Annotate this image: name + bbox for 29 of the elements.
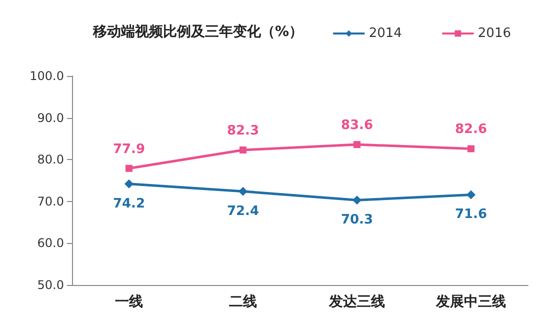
data-label: 74.2 <box>112 196 146 212</box>
data-label: 72.4 <box>226 204 260 219</box>
data-label: 82.3 <box>226 123 260 138</box>
x-tick-label: 发展中三线 <box>435 294 506 310</box>
y-tick-label: 60.0 <box>37 236 64 250</box>
legend-label: 2014 <box>368 26 402 41</box>
data-label: 70.3 <box>340 212 374 228</box>
y-tick-label: 50.0 <box>37 278 64 292</box>
point <box>352 196 362 205</box>
data-label: 82.6 <box>454 122 488 138</box>
point <box>468 145 474 152</box>
point <box>124 179 134 188</box>
chart-title: 移动端视频比例及三年变化（%） <box>92 23 304 40</box>
data-label: 83.6 <box>340 118 374 134</box>
y-tick-label: 90.0 <box>37 110 64 125</box>
y-tick-label: 100.0 <box>30 69 64 83</box>
legend-label: 2016 <box>478 26 512 41</box>
point <box>354 141 360 148</box>
data-label: 71.6 <box>454 207 488 222</box>
data-label: 77.9 <box>112 142 146 157</box>
y-tick-label: 80.0 <box>37 152 64 167</box>
x-tick-label: 一线 <box>115 294 143 310</box>
point <box>466 190 476 200</box>
x-tick-label: 二线 <box>229 294 257 310</box>
point <box>240 146 246 154</box>
x-tick-label: 发达三线 <box>328 294 385 310</box>
point <box>126 164 132 172</box>
y-tick-label: 70.0 <box>37 194 64 208</box>
point <box>238 186 248 196</box>
